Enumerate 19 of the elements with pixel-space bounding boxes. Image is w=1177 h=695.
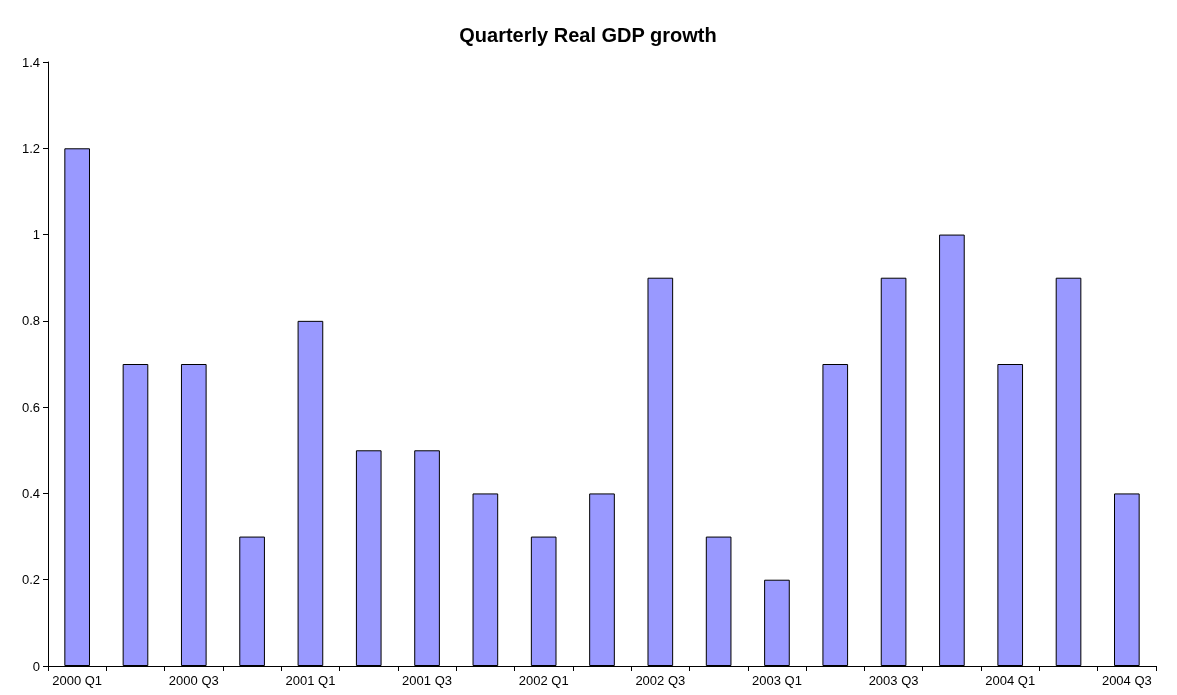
y-tick-label: 1	[32, 227, 40, 243]
x-tick-label: 2002 Q3	[635, 673, 686, 688]
y-tick-label: 0.4	[21, 485, 40, 501]
y-tick-label: 0.8	[21, 313, 40, 329]
x-tick-label: 2003 Q3	[868, 673, 919, 688]
chart-title: Quarterly Real GDP growth	[459, 24, 717, 46]
x-tick-label: 2004 Q3	[1101, 673, 1152, 688]
x-tick-label: 2000 Q3	[168, 673, 219, 688]
y-tick-label: 0.6	[21, 399, 40, 415]
x-tick-label: 2004 Q1	[985, 673, 1036, 688]
y-tick-label: 0	[32, 658, 40, 674]
x-tick-label: 2002 Q1	[518, 673, 569, 688]
x-tick-label: 2001 Q3	[402, 673, 452, 688]
x-tick-label: 2001 Q1	[285, 673, 336, 688]
x-tick-label: 2000 Q1	[52, 673, 103, 688]
y-tick-label: 1.2	[21, 140, 40, 156]
y-tick-label: 1.4	[21, 54, 40, 70]
y-tick-label: 0.2	[21, 572, 40, 588]
x-tick-label: 2003 Q1	[752, 673, 802, 688]
